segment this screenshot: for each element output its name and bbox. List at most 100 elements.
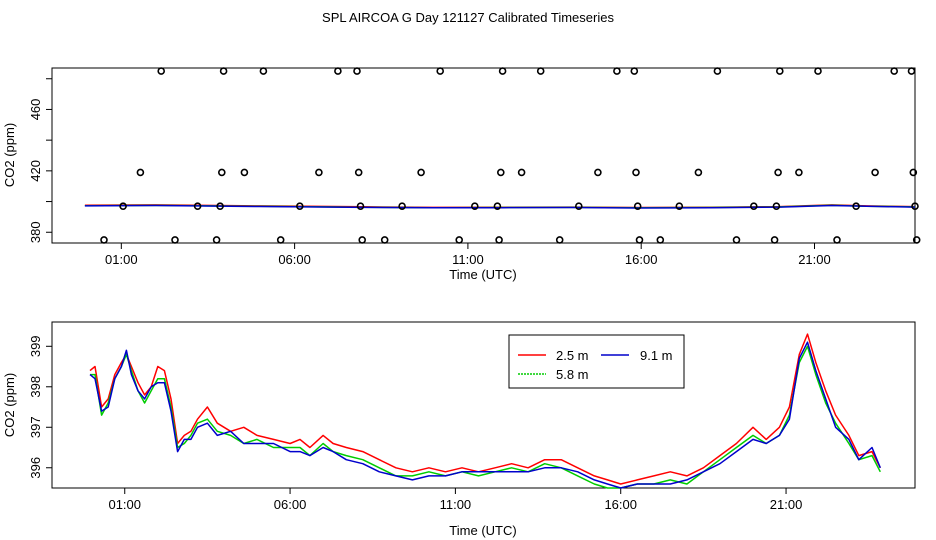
legend-box bbox=[508, 334, 685, 389]
top-scatter-point bbox=[911, 202, 919, 210]
top-scatter-point bbox=[276, 236, 285, 244]
top-scatter-point bbox=[694, 168, 703, 177]
legend-label-5-8m: 5.8 m bbox=[556, 367, 589, 382]
top-scatter-point bbox=[315, 168, 323, 177]
bottom-y-tick-label: 399 bbox=[28, 335, 43, 357]
top-scatter-point bbox=[219, 67, 228, 75]
top-scatter-point bbox=[555, 236, 564, 244]
top-scatter-point bbox=[157, 67, 165, 75]
top-scatter-point bbox=[517, 168, 526, 177]
top-scatter-point bbox=[218, 168, 226, 177]
top-scatter-point bbox=[356, 202, 365, 210]
top-scatter-point bbox=[240, 168, 249, 177]
top-scatter-point bbox=[632, 168, 640, 177]
top-scatter-point bbox=[912, 236, 921, 244]
top-scatter-point bbox=[675, 202, 684, 210]
top-scatter-point bbox=[613, 67, 621, 75]
top-scatter-point bbox=[493, 202, 502, 210]
bottom-x-tick-label: 11:00 bbox=[440, 497, 472, 512]
top-scatter-point bbox=[193, 202, 202, 210]
top-scatter-point bbox=[770, 236, 779, 244]
top-x-tick-label: 16:00 bbox=[625, 252, 658, 267]
top-scatter-point bbox=[852, 202, 860, 210]
top-scatter-point bbox=[498, 67, 507, 75]
top-y-axis-label: CO2 (ppm) bbox=[2, 123, 17, 187]
top-plot-frame bbox=[51, 67, 916, 244]
top-scatter-point bbox=[774, 168, 782, 177]
top-scatter-point bbox=[635, 236, 644, 244]
top-scatter-point bbox=[814, 67, 822, 75]
top-y-tick-label: 420 bbox=[28, 160, 43, 182]
top-scatter-point bbox=[795, 168, 803, 177]
chart-title: SPL AIRCOA G Day 121127 Calibrated Times… bbox=[322, 10, 614, 25]
bottom-series-lines bbox=[89, 333, 881, 489]
top-scatter-point bbox=[775, 67, 784, 75]
bottom-x-tick-label: 01:00 bbox=[108, 497, 141, 512]
top-scatter-point bbox=[354, 168, 363, 177]
top-scatter-point bbox=[436, 67, 445, 75]
top-scatter-point bbox=[358, 236, 367, 244]
top-scatter-point bbox=[171, 236, 179, 244]
top-scatter-point bbox=[216, 202, 224, 210]
bottom-series-9-1-m bbox=[89, 341, 881, 489]
bottom-y-tick-label: 398 bbox=[28, 376, 43, 398]
bottom-plot-frame bbox=[51, 321, 916, 489]
top-scatter-point bbox=[334, 67, 342, 75]
bottom-panel: 01:00 06:00 11:00 16:00 21:00 396 397 398 399 Ti… bbox=[2, 321, 916, 538]
top-x-tick-label: 01:00 bbox=[105, 252, 138, 267]
bottom-series-2-5-m bbox=[89, 333, 881, 485]
top-scatter-point bbox=[496, 168, 505, 177]
top-panel: 01:00 06:00 11:00 16:00 21:00 380 420 460 Time … bbox=[2, 67, 921, 282]
top-scatter-point bbox=[907, 67, 916, 75]
bottom-y-axis-label: CO2 (ppm) bbox=[2, 373, 17, 437]
top-scatter-point bbox=[119, 202, 127, 210]
top-scatter-point bbox=[656, 236, 665, 244]
top-scatter-point bbox=[749, 202, 758, 210]
top-scatter-points bbox=[100, 67, 921, 244]
top-y-tick-label: 460 bbox=[28, 99, 43, 121]
top-scatter-point bbox=[295, 202, 304, 210]
top-x-axis-label: Time (UTC) bbox=[449, 267, 516, 282]
top-scatter-point bbox=[353, 67, 361, 75]
top-scatter-point bbox=[630, 67, 639, 75]
top-scatter-point bbox=[732, 236, 741, 244]
top-scatter-point bbox=[455, 236, 464, 244]
top-scatter-point bbox=[398, 202, 406, 210]
top-scatter-point bbox=[890, 67, 899, 75]
bottom-x-tick-label: 06:00 bbox=[274, 497, 307, 512]
legend-label-2-5m: 2.5 m bbox=[556, 348, 589, 363]
bottom-y-tick-label: 396 bbox=[28, 457, 43, 479]
top-scatter-point bbox=[574, 202, 583, 210]
top-scatter-point bbox=[633, 202, 642, 210]
top-scatter-point bbox=[380, 236, 389, 244]
top-scatter-point bbox=[772, 202, 781, 210]
top-scatter-point bbox=[212, 236, 221, 244]
top-scatter-point bbox=[871, 168, 879, 177]
top-scatter-point bbox=[417, 168, 425, 177]
top-scatter-point bbox=[713, 67, 722, 75]
top-scatter-point bbox=[536, 67, 545, 75]
top-grid-and-axes: 01:00 06:00 11:00 16:00 21:00 380 420 460 bbox=[28, 78, 831, 267]
top-x-tick-label: 11:00 bbox=[452, 252, 484, 267]
top-x-tick-label: 06:00 bbox=[278, 252, 311, 267]
top-y-tick-label: 380 bbox=[28, 221, 43, 243]
bottom-y-tick-label: 397 bbox=[28, 416, 43, 438]
top-x-tick-label: 21:00 bbox=[798, 252, 831, 267]
bottom-grid-and-axes: 01:00 06:00 11:00 16:00 21:00 396 397 398 399 bbox=[28, 335, 802, 512]
top-scatter-point bbox=[833, 236, 841, 244]
bottom-x-tick-label: 21:00 bbox=[770, 497, 803, 512]
top-scatter-point bbox=[909, 168, 918, 177]
top-scatter-point bbox=[594, 168, 602, 177]
top-scatter-point bbox=[495, 236, 503, 244]
bottom-x-axis-label: Time (UTC) bbox=[449, 523, 516, 538]
top-scatter-point bbox=[470, 202, 479, 210]
top-scatter-point bbox=[136, 168, 145, 177]
top-series-9-1-m bbox=[84, 204, 916, 209]
top-series-lines bbox=[84, 204, 916, 209]
legend-label-9-1m: 9.1 m bbox=[640, 348, 673, 363]
top-scatter-point bbox=[100, 236, 108, 244]
legend: 2.5 m 9.1 m 5.8 m bbox=[508, 334, 685, 389]
bottom-series-5-8-m bbox=[90, 345, 881, 489]
top-scatter-point bbox=[259, 67, 268, 75]
